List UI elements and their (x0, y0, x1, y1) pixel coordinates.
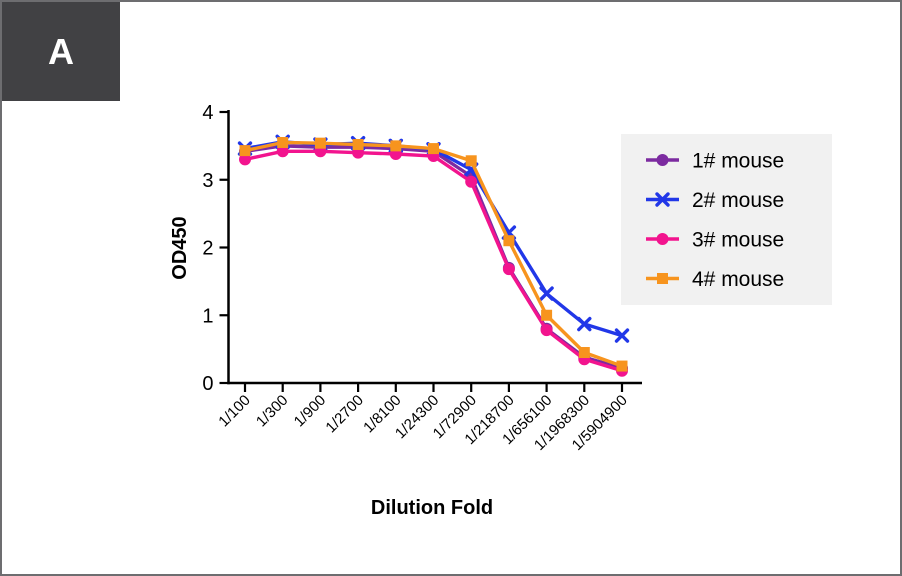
y-tick-label: 1 (202, 305, 213, 327)
data-point-marker (656, 233, 669, 245)
legend-item: 3# mouse (646, 229, 784, 252)
x-tick-label: 1/300 (253, 392, 292, 431)
data-point-marker (428, 143, 439, 155)
data-point-marker (656, 154, 669, 166)
legend-label: 1# mouse (692, 150, 784, 173)
data-point-marker (577, 316, 592, 332)
data-point-marker (502, 263, 515, 276)
data-point-marker (539, 286, 554, 301)
data-point-marker (465, 155, 477, 167)
x-tick-label: 1/100 (215, 392, 254, 431)
legend-label: 4# mouse (692, 268, 784, 291)
y-tick-label: 3 (202, 170, 213, 192)
data-point-marker (657, 273, 668, 284)
data-point-marker (352, 139, 364, 151)
y-tick-label: 0 (202, 373, 213, 395)
data-point-marker (614, 328, 630, 343)
series-3 (239, 145, 628, 377)
data-point-marker (239, 145, 251, 157)
legend-label: 2# mouse (692, 189, 784, 212)
y-axis-title: OD450 (169, 216, 191, 279)
data-point-marker (276, 145, 289, 158)
data-point-marker (277, 136, 289, 148)
legend-item: 2# mouse (646, 189, 784, 212)
data-point-marker (239, 153, 251, 166)
data-point-marker (616, 360, 628, 372)
series-line (243, 140, 624, 338)
data-point-marker (578, 347, 590, 359)
series-line (243, 140, 624, 368)
data-point-marker (503, 235, 515, 247)
panel-label-badge: A (2, 2, 120, 101)
y-tick-label: 4 (202, 102, 213, 124)
y-tick-label: 2 (202, 238, 213, 260)
series-4 (239, 136, 628, 372)
data-point-marker (390, 140, 402, 152)
data-point-marker (465, 175, 478, 188)
data-point-marker (655, 192, 670, 207)
x-tick-label: 1/2700 (322, 392, 366, 436)
legend-label: 3# mouse (692, 229, 784, 252)
legend-item: 1# mouse (646, 150, 784, 173)
panel-label: A (48, 30, 74, 72)
series-line (243, 149, 624, 373)
legend-box (621, 134, 832, 305)
series-2 (237, 134, 630, 343)
data-point-marker (540, 324, 553, 337)
data-point-marker (541, 309, 553, 321)
legend: 1# mouse 2# mouse 3# mouse 4# mouse (621, 134, 832, 305)
data-point-marker (314, 137, 326, 149)
legend-item: 4# mouse (646, 268, 784, 291)
x-axis-title: Dilution Fold (371, 497, 493, 519)
